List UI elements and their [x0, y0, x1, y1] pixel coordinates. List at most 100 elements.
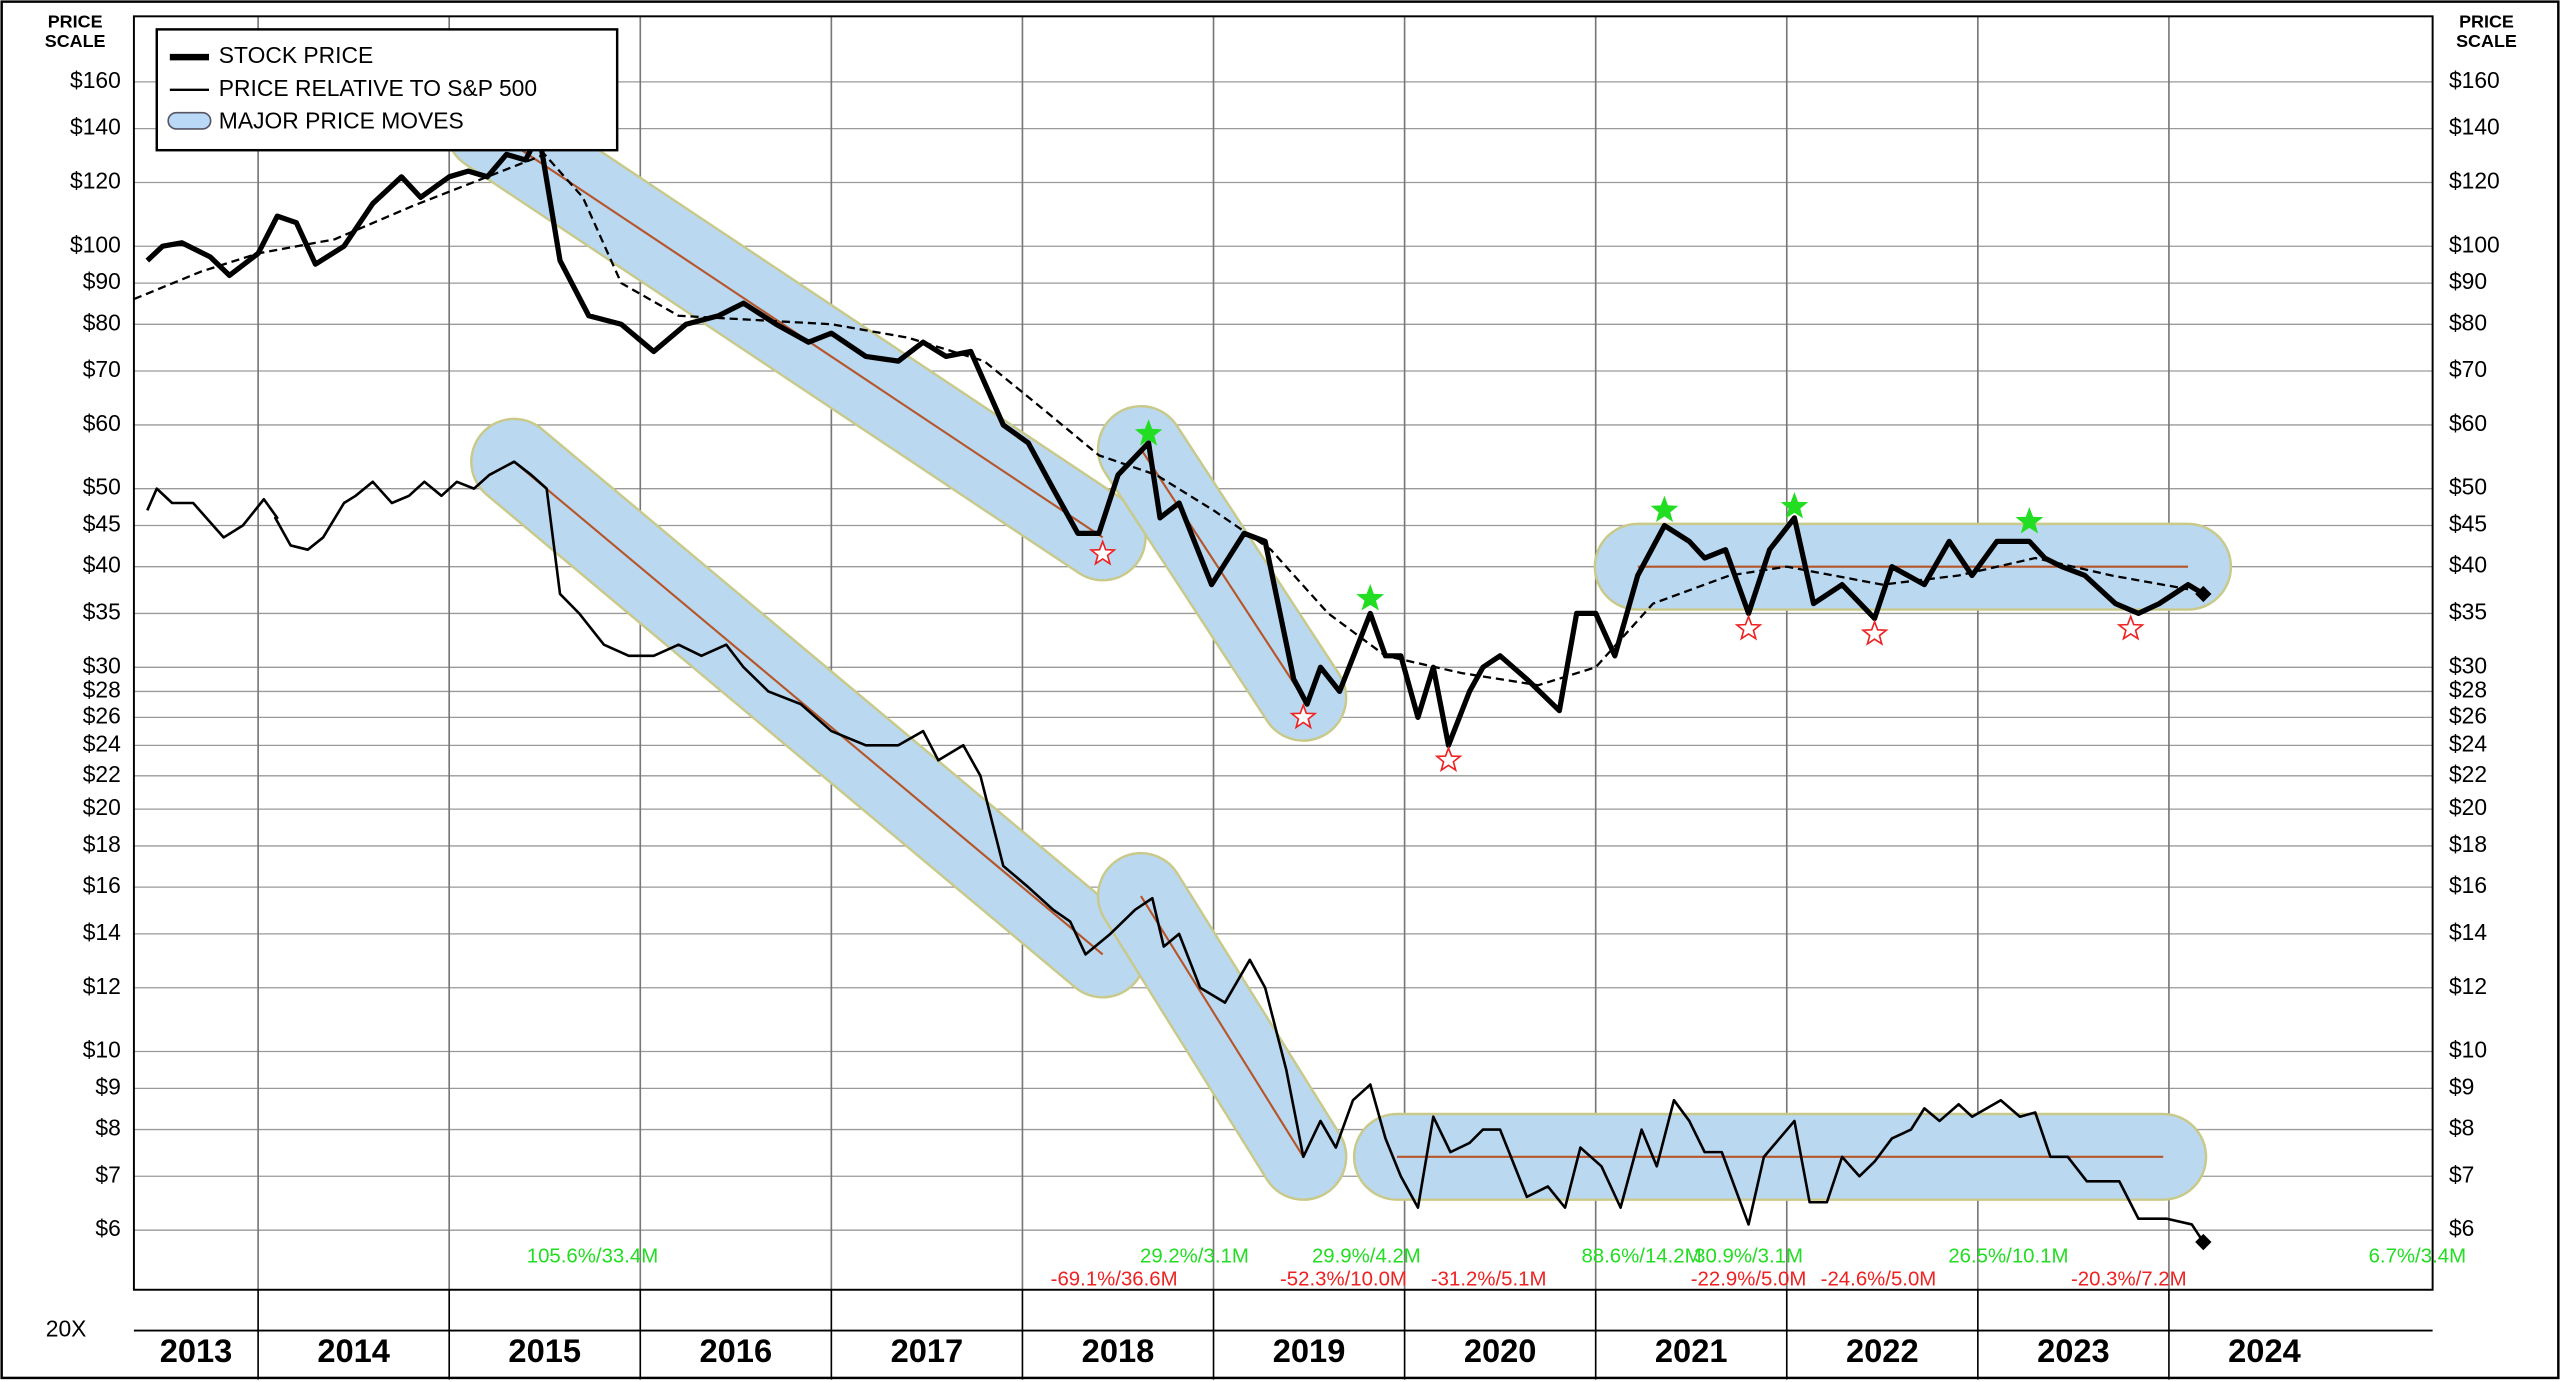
y-tick-label: $50 — [83, 474, 121, 500]
y-tick-label: $16 — [2449, 872, 2487, 898]
y-tick-label: $45 — [83, 511, 121, 537]
y-tick-label: $120 — [2449, 168, 2500, 194]
series — [133, 131, 2205, 1243]
y-tick-label: $120 — [70, 168, 121, 194]
footnote: 20X — [46, 1316, 87, 1342]
x-tick-label: 2020 — [1464, 1332, 1537, 1369]
price-move-line — [1140, 448, 1305, 699]
series-line — [146, 460, 2205, 1243]
y-tick-label: $6 — [95, 1215, 120, 1241]
price-move-line — [513, 460, 1104, 956]
move-annotation: 29.9%/4.2M — [1312, 1245, 1421, 1267]
high-star — [2015, 507, 2044, 534]
y-tick-label: $14 — [83, 919, 121, 945]
y-tick-label: $70 — [2449, 356, 2487, 382]
y-tick-label: $9 — [95, 1073, 120, 1099]
y-tick-label: $20 — [2449, 794, 2487, 820]
x-tick-label: 2024 — [2228, 1332, 2301, 1369]
legend: STOCK PRICE PRICE RELATIVE TO S&P 500 MA… — [155, 28, 619, 152]
y-tick-label: $140 — [2449, 114, 2500, 140]
y-tick-label: $30 — [83, 652, 121, 678]
y-tick-label: $8 — [2449, 1115, 2474, 1141]
x-tick-label: 2014 — [317, 1332, 390, 1369]
x-tick-label: 2013 — [160, 1332, 233, 1369]
legend-box — [155, 28, 619, 152]
low-star — [1734, 614, 1763, 641]
y-tick-label: $10 — [83, 1037, 121, 1063]
y-tick-label: $22 — [2449, 761, 2487, 787]
move-annotation: -24.6%/5.0M — [1821, 1268, 1937, 1290]
y-tick-label: $26 — [83, 702, 121, 728]
move-annotation: 26.5%/10.1M — [1948, 1245, 2068, 1267]
y-tick-label: $12 — [83, 973, 121, 999]
y-tick-label: $18 — [83, 831, 121, 857]
y-tick-label: $12 — [2449, 973, 2487, 999]
move-annotation: -22.9%/5.0M — [1691, 1268, 1807, 1290]
low-star — [1289, 702, 1318, 730]
plot-frame — [132, 15, 2434, 1291]
move-annotation: -69.1%/36.6M — [1051, 1268, 1178, 1290]
series-line — [145, 131, 2205, 748]
ylabel: PRICE — [2459, 12, 2514, 32]
y-tick-label: $28 — [2449, 676, 2487, 702]
ylabel: SCALE — [45, 31, 106, 51]
high-star — [1780, 492, 1809, 519]
y-tick-label: $35 — [2449, 598, 2487, 624]
y-tick-label: $40 — [83, 552, 121, 578]
y-tick-label: $50 — [2449, 474, 2487, 500]
high-star — [1356, 584, 1385, 611]
y-tick-label: $22 — [83, 761, 121, 787]
move-annotation: 30.9%/3.1M — [1694, 1245, 1803, 1267]
move-annotation: -31.2%/5.1M — [1431, 1268, 1547, 1290]
move-annotation: 6.7%/3.4M — [2369, 1245, 2466, 1267]
y-tick-label: $24 — [2449, 730, 2487, 756]
y-tick-label: $90 — [83, 268, 121, 294]
y-tick-label: $100 — [2449, 231, 2500, 257]
y-tick-label: $7 — [95, 1161, 120, 1187]
x-tick-label: 2021 — [1655, 1332, 1728, 1369]
move-annotation: -20.3%/7.2M — [2071, 1268, 2187, 1290]
x-tick-label: 2022 — [1846, 1332, 1919, 1369]
high-star — [1134, 419, 1163, 446]
legend-label: STOCK PRICE — [219, 42, 373, 68]
y-tick-label: $90 — [2449, 268, 2487, 294]
markers — [1088, 419, 2212, 1251]
legend-label: PRICE RELATIVE TO S&P 500 — [219, 75, 537, 101]
move-annotation: -52.3%/10.0M — [1280, 1268, 1407, 1290]
y-tick-label: $26 — [2449, 702, 2487, 728]
y-tick-label: $60 — [83, 410, 121, 436]
move-annotation: 105.6%/33.4M — [527, 1245, 658, 1267]
y-tick-label: $20 — [83, 794, 121, 820]
y-tick-label: $100 — [70, 231, 121, 257]
move-annotation: 88.6%/14.2M — [1581, 1245, 1701, 1267]
y-tick-label: $10 — [2449, 1037, 2487, 1063]
y-tick-label: $9 — [2449, 1073, 2474, 1099]
y-tick-label: $160 — [2449, 67, 2500, 93]
x-tick-label: 2018 — [1082, 1332, 1155, 1369]
price-move-line — [1140, 895, 1305, 1158]
y-tick-label: $70 — [83, 356, 121, 382]
low-star — [1434, 745, 1463, 772]
last-point — [2195, 1233, 2212, 1251]
y-tick-label: $45 — [2449, 511, 2487, 537]
move-annotation: 29.2%/3.1M — [1140, 1245, 1249, 1267]
y-tick-label: $18 — [2449, 831, 2487, 857]
y-tick-label: $35 — [83, 598, 121, 624]
x-tick-label: 2017 — [891, 1332, 964, 1369]
low-star — [1860, 619, 1889, 646]
x-tick-label: 2015 — [508, 1332, 581, 1369]
x-tick-label: 2016 — [700, 1332, 773, 1369]
y-tick-label: $160 — [70, 67, 121, 93]
last-point — [2195, 585, 2212, 603]
legend-label: MAJOR PRICE MOVES — [219, 107, 464, 133]
low-star — [2116, 614, 2145, 641]
y-tick-label: $30 — [2449, 652, 2487, 678]
y-tick-label: $16 — [83, 872, 121, 898]
ylabel: SCALE — [2456, 31, 2517, 51]
y-tick-label: $8 — [95, 1115, 120, 1141]
high-star — [1650, 495, 1679, 523]
y-tick-label: $24 — [83, 730, 121, 756]
y-tick-label: $40 — [2449, 552, 2487, 578]
